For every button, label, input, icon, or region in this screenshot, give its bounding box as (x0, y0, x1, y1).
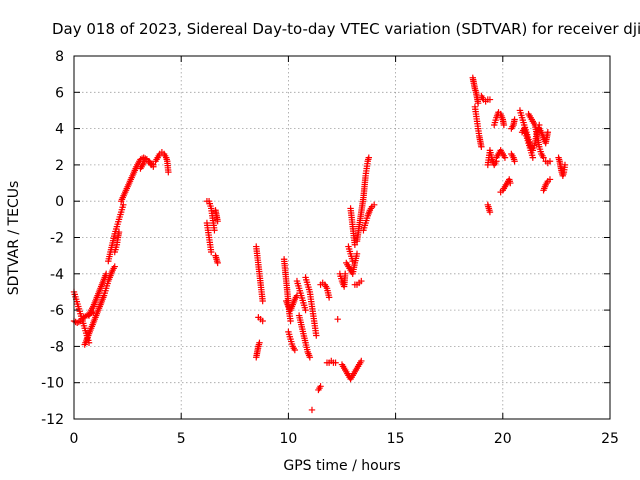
y-tick-label: -2 (50, 231, 64, 247)
data-point (351, 241, 359, 248)
data-point (358, 277, 365, 285)
data-point (208, 248, 215, 256)
y-tick-label: 0 (55, 194, 64, 210)
x-tick-label: 5 (177, 431, 186, 447)
data-point (120, 201, 127, 209)
data-point (111, 263, 118, 270)
y-tick-label: -6 (50, 303, 64, 319)
data-point (478, 143, 485, 150)
y-tick-labels: -12 -10 -8 -6 -4 -2 0 2 4 6 8 (41, 49, 64, 428)
y-tick-label: 6 (55, 85, 64, 101)
data-point (529, 154, 537, 161)
axis-ticks (73, 55, 611, 420)
data-point (165, 168, 172, 176)
data-point (546, 176, 554, 183)
data-point (358, 357, 365, 365)
data-point (291, 346, 299, 354)
data-point (211, 227, 218, 234)
y-tick-label: 8 (55, 49, 64, 65)
data-point (561, 161, 569, 169)
data-point (370, 201, 378, 209)
data-point (365, 154, 372, 161)
data-point (287, 317, 294, 325)
x-tick-label: 0 (70, 431, 79, 447)
data-point (259, 297, 266, 305)
data-point (115, 228, 123, 236)
data-point (500, 121, 508, 129)
data-point (308, 406, 316, 414)
y-tick-label: -8 (50, 339, 64, 355)
data-point (540, 154, 547, 161)
x-tick-label: 15 (387, 431, 405, 447)
x-tick-label: 20 (494, 431, 512, 447)
data-point (474, 99, 482, 107)
x-tick-label: 10 (279, 431, 297, 447)
data-point (306, 354, 314, 361)
chart-title: Day 018 of 2023, Sidereal Day-to-day VTE… (52, 20, 640, 38)
data-point (486, 208, 494, 216)
data-point (334, 315, 341, 323)
x-tick-labels: 0 5 10 15 20 25 (70, 431, 619, 447)
data-point (256, 339, 263, 346)
data-point (546, 158, 554, 165)
x-axis-label: GPS time / hours (283, 458, 400, 474)
data-point (102, 270, 110, 277)
x-tick-label: 25 (601, 431, 619, 447)
data-point (511, 158, 518, 165)
data-points (70, 74, 569, 414)
data-point (486, 96, 494, 103)
data-point (214, 217, 221, 225)
data-point (342, 270, 349, 277)
data-point (511, 116, 518, 123)
data-point (214, 259, 221, 267)
data-point (507, 179, 514, 187)
plot-frame (73, 55, 611, 420)
data-point (332, 359, 339, 366)
data-point (302, 306, 309, 314)
data-point (544, 129, 552, 136)
y-tick-label: -4 (50, 267, 64, 283)
data-point (259, 317, 266, 325)
y-axis-label: SDTVAR / TECUs (6, 181, 22, 296)
data-point (150, 163, 157, 170)
data-point (353, 250, 361, 258)
y-tick-label: -12 (41, 412, 64, 428)
data-point (325, 294, 333, 301)
y-tick-label: -10 (41, 376, 64, 392)
y-tick-label: 4 (55, 122, 64, 138)
data-point (317, 383, 324, 390)
data-point (313, 332, 320, 339)
y-tick-label: 2 (55, 158, 64, 174)
data-point (349, 257, 356, 265)
data-point (501, 154, 509, 161)
